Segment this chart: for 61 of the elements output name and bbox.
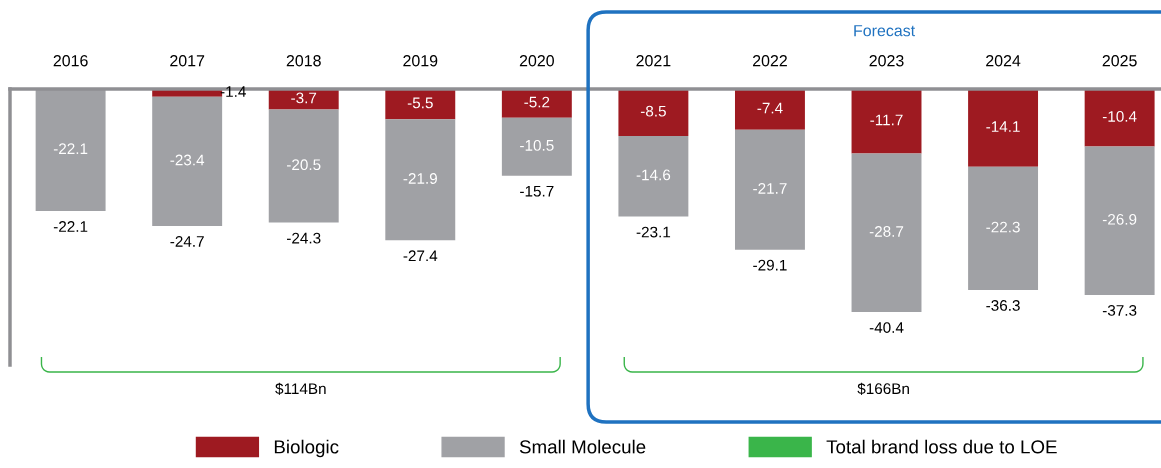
- total-label: -15.7: [520, 185, 554, 197]
- legend-label: Biologic: [274, 439, 339, 458]
- bar: [152, 96, 223, 226]
- data-label: -1.4: [220, 86, 246, 97]
- bar: [618, 135, 689, 217]
- data-label: -21.7: [753, 183, 787, 194]
- data-label: -28.7: [869, 226, 904, 237]
- bar: [268, 109, 339, 223]
- x-tick-label: 2019: [403, 55, 438, 67]
- bar: [1084, 146, 1155, 295]
- text: $166Bn: [857, 382, 909, 396]
- x-tick-label: 2022: [752, 55, 787, 67]
- data-label: -11.7: [870, 114, 903, 126]
- total-label: -23.1: [636, 226, 671, 238]
- x-tick-label: 2017: [170, 55, 205, 67]
- total-label: -24.3: [286, 232, 321, 244]
- x-tick-label: 2021: [636, 55, 671, 67]
- total-label: -29.1: [753, 259, 787, 271]
- total-label: -24.7: [170, 236, 204, 247]
- data-label: -22.1: [53, 143, 88, 154]
- data-label: -26.9: [1102, 213, 1137, 225]
- bar: [968, 89, 1039, 167]
- data-label: -3.7: [291, 92, 317, 104]
- x-tick-label: 2023: [869, 55, 904, 67]
- total-label: -27.4: [403, 250, 438, 262]
- bar: [618, 89, 689, 136]
- data-label: -10.4: [1102, 110, 1137, 122]
- bar: [501, 117, 572, 176]
- bar: [734, 129, 805, 250]
- data-label: -8.5: [640, 105, 666, 117]
- bar: [968, 166, 1039, 290]
- data-label: -5.5: [407, 97, 433, 109]
- bar: [501, 89, 572, 118]
- data-label: -14.6: [636, 169, 671, 181]
- data-label: -14.1: [986, 121, 1020, 132]
- total-label: -22.1: [53, 221, 88, 232]
- bar: [35, 89, 106, 211]
- x-tick-label: 2024: [986, 55, 1021, 67]
- total-label: -37.3: [1102, 305, 1137, 316]
- data-label: -23.4: [170, 154, 205, 166]
- legend-label: Small Molecule: [519, 439, 646, 454]
- bar: [851, 89, 922, 154]
- data-label: -20.5: [286, 159, 321, 171]
- data-label: -22.3: [986, 221, 1020, 233]
- data-label: -10.5: [520, 139, 554, 151]
- data-label: -7.4: [757, 102, 783, 114]
- total-label: -36.3: [986, 300, 1020, 311]
- bar: [851, 153, 922, 313]
- text: Forecast: [854, 25, 916, 37]
- x-tick-label: 2020: [519, 55, 554, 67]
- bar: [1084, 89, 1155, 147]
- total-label: -40.4: [869, 322, 904, 333]
- x-tick-label: 2016: [53, 55, 88, 67]
- text: Total brand loss due to LOE: [826, 439, 1057, 454]
- text: $114Bn: [275, 382, 326, 396]
- x-tick-label: 2018: [286, 55, 321, 67]
- data-label: -5.2: [524, 96, 550, 108]
- bar: [385, 119, 456, 241]
- x-tick-label: 2025: [1102, 55, 1137, 67]
- data-label: -21.9: [403, 173, 437, 184]
- bar: [734, 89, 805, 130]
